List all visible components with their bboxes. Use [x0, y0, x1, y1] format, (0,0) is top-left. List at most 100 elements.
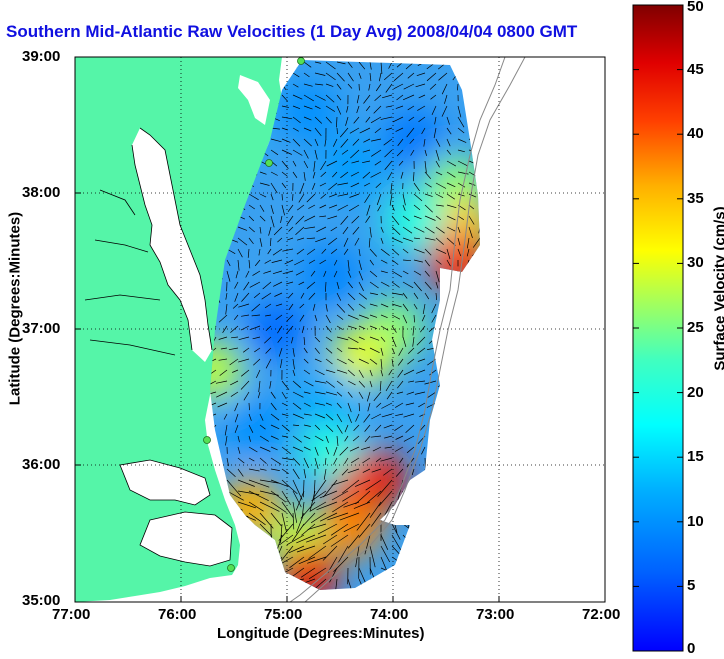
- velocity-vector: [296, 204, 305, 211]
- velocity-vector: [364, 435, 371, 443]
- velocity-vector: [336, 402, 342, 409]
- velocity-vector: [424, 292, 430, 300]
- velocity-vector: [277, 325, 283, 334]
- velocity-vector: [333, 446, 338, 456]
- velocity-vector: [397, 380, 404, 389]
- velocity-vector: [270, 204, 274, 214]
- velocity-vector: [314, 314, 318, 322]
- velocity-vector: [281, 105, 289, 108]
- velocity-vector: [417, 105, 426, 111]
- velocity-vector: [446, 204, 457, 209]
- velocity-vector: [433, 127, 437, 139]
- velocity-vector: [402, 314, 408, 324]
- velocity-vector: [270, 138, 282, 143]
- velocity-vector: [347, 534, 360, 549]
- velocity-vector: [380, 281, 390, 287]
- velocity-vector: [457, 116, 465, 128]
- velocity-vector: [424, 270, 430, 277]
- velocity-vector: [402, 248, 409, 254]
- velocity-vector: [341, 468, 349, 476]
- velocity-vector: [391, 303, 402, 308]
- velocity-vector: [303, 358, 309, 364]
- velocity-vector: [363, 94, 371, 104]
- velocity-vector: [253, 358, 261, 366]
- velocity-vector: [325, 424, 334, 432]
- velocity-vector: [380, 116, 393, 120]
- velocity-vector: [371, 149, 382, 157]
- velocity-vector: [446, 237, 456, 246]
- velocity-vector: [289, 556, 305, 569]
- velocity-vector: [280, 358, 283, 369]
- velocity-vector: [249, 281, 261, 288]
- velocity-vector: [331, 490, 349, 501]
- velocity-vector: [259, 237, 263, 247]
- velocity-vector: [234, 413, 239, 423]
- velocity-vector: [352, 138, 360, 146]
- velocity-vector: [366, 391, 371, 402]
- velocity-vector: [413, 259, 423, 263]
- velocity-vector: [292, 413, 304, 419]
- velocity-vector: [259, 204, 265, 212]
- velocity-vector: [286, 325, 294, 334]
- velocity-vector: [292, 171, 298, 178]
- velocity-vector: [309, 490, 316, 511]
- velocity-vector: [314, 83, 324, 86]
- velocity-vector: [396, 391, 404, 394]
- velocity-vector: [237, 226, 248, 231]
- velocity-vector: [248, 435, 251, 442]
- velocity-vector: [388, 369, 393, 376]
- velocity-vector: [237, 457, 245, 464]
- velocity-vector: [273, 281, 283, 287]
- velocity-vector: [457, 105, 462, 118]
- velocity-vector: [248, 259, 251, 269]
- velocity-vector: [292, 347, 295, 357]
- velocity-vector: [325, 325, 332, 333]
- velocity-vector: [259, 435, 269, 442]
- velocity-vector: [407, 358, 415, 365]
- velocity-vector: [237, 248, 243, 258]
- velocity-vector: [435, 281, 439, 289]
- velocity-vector: [369, 281, 379, 289]
- velocity-vector: [375, 182, 382, 188]
- velocity-vector: [336, 281, 340, 290]
- velocity-vector: [394, 446, 404, 452]
- velocity-vector: [365, 215, 371, 223]
- velocity-vector: [296, 248, 305, 255]
- velocity-vector: [292, 435, 302, 443]
- velocity-vector: [351, 215, 360, 224]
- velocity-vector: [210, 380, 217, 387]
- velocity-vector: [435, 204, 444, 207]
- velocity-vector: [336, 369, 348, 374]
- velocity-vector: [362, 171, 371, 179]
- y-tick-label: 36:00: [22, 456, 61, 473]
- velocity-vector: [431, 314, 437, 323]
- velocity-vector: [413, 204, 421, 211]
- velocity-vector: [281, 501, 294, 519]
- velocity-vector: [264, 303, 272, 309]
- velocity-vector: [268, 226, 272, 236]
- velocity-vector: [351, 160, 360, 164]
- velocity-vector: [319, 512, 338, 522]
- velocity-vector: [238, 358, 250, 363]
- velocity-vector: [407, 105, 415, 111]
- velocity-vector: [364, 193, 371, 203]
- velocity-vector: [281, 468, 289, 474]
- velocity-vector: [398, 347, 404, 356]
- velocity-vector: [275, 303, 283, 307]
- velocity-vector: [320, 160, 327, 171]
- velocity-vector: [336, 435, 339, 447]
- velocity-vector: [369, 358, 378, 365]
- colorbar-tick-label: 35: [687, 189, 704, 207]
- velocity-vector: [347, 259, 350, 271]
- velocity-vector: [349, 127, 360, 134]
- velocity-vector: [407, 347, 415, 355]
- velocity-vector: [303, 435, 311, 440]
- velocity-cell: [210, 340, 243, 401]
- velocity-vector: [391, 325, 397, 333]
- velocity-vector: [380, 237, 384, 244]
- velocity-vector: [303, 402, 311, 407]
- velocity-vector: [366, 204, 371, 216]
- velocity-vector: [468, 215, 475, 225]
- x-tick-label: 77:00: [52, 606, 91, 623]
